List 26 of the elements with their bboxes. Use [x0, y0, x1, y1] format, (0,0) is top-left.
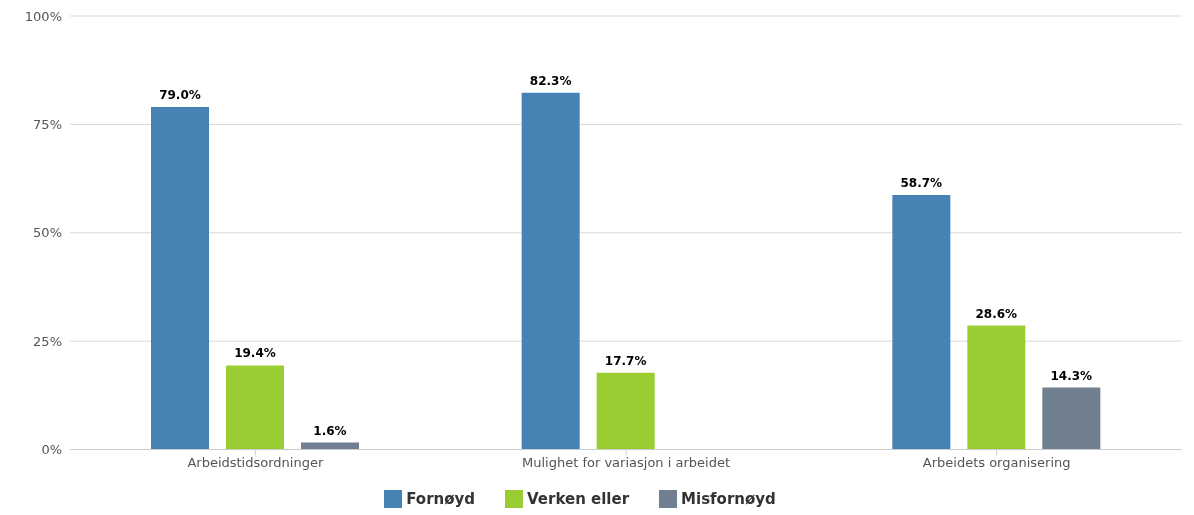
data-label: 58.7% [900, 176, 943, 191]
bar [226, 365, 284, 450]
legend-label: Verken eller [527, 489, 630, 508]
bar [967, 325, 1026, 450]
data-label: 28.6% [975, 306, 1018, 321]
bar [892, 195, 951, 450]
data-label: 19.4% [234, 346, 276, 361]
bar [596, 372, 655, 450]
data-label: 1.6% [313, 423, 347, 438]
bar [1042, 387, 1101, 450]
x-tick-label: Arbeidstidsordninger [187, 454, 324, 470]
x-tick-label: Arbeidets organisering [922, 454, 1071, 470]
legend-label: Fornøyd [406, 489, 476, 508]
y-tick-label: 0% [41, 442, 62, 458]
data-label: 14.3% [1050, 368, 1093, 383]
data-label: 79.0% [159, 88, 201, 103]
y-tick-label: 50% [33, 225, 62, 241]
bar [521, 92, 580, 450]
legend-label: Misfornøyd [681, 489, 776, 508]
bar [151, 107, 209, 450]
data-label: 17.7% [604, 353, 647, 368]
y-tick-label: 75% [33, 116, 62, 132]
data-label: 82.3% [529, 73, 572, 88]
y-tick-label: 100% [24, 8, 62, 24]
x-tick-label: Mulighet for variasjon i arbeidet [522, 454, 730, 470]
y-tick-label: 25% [33, 333, 62, 349]
